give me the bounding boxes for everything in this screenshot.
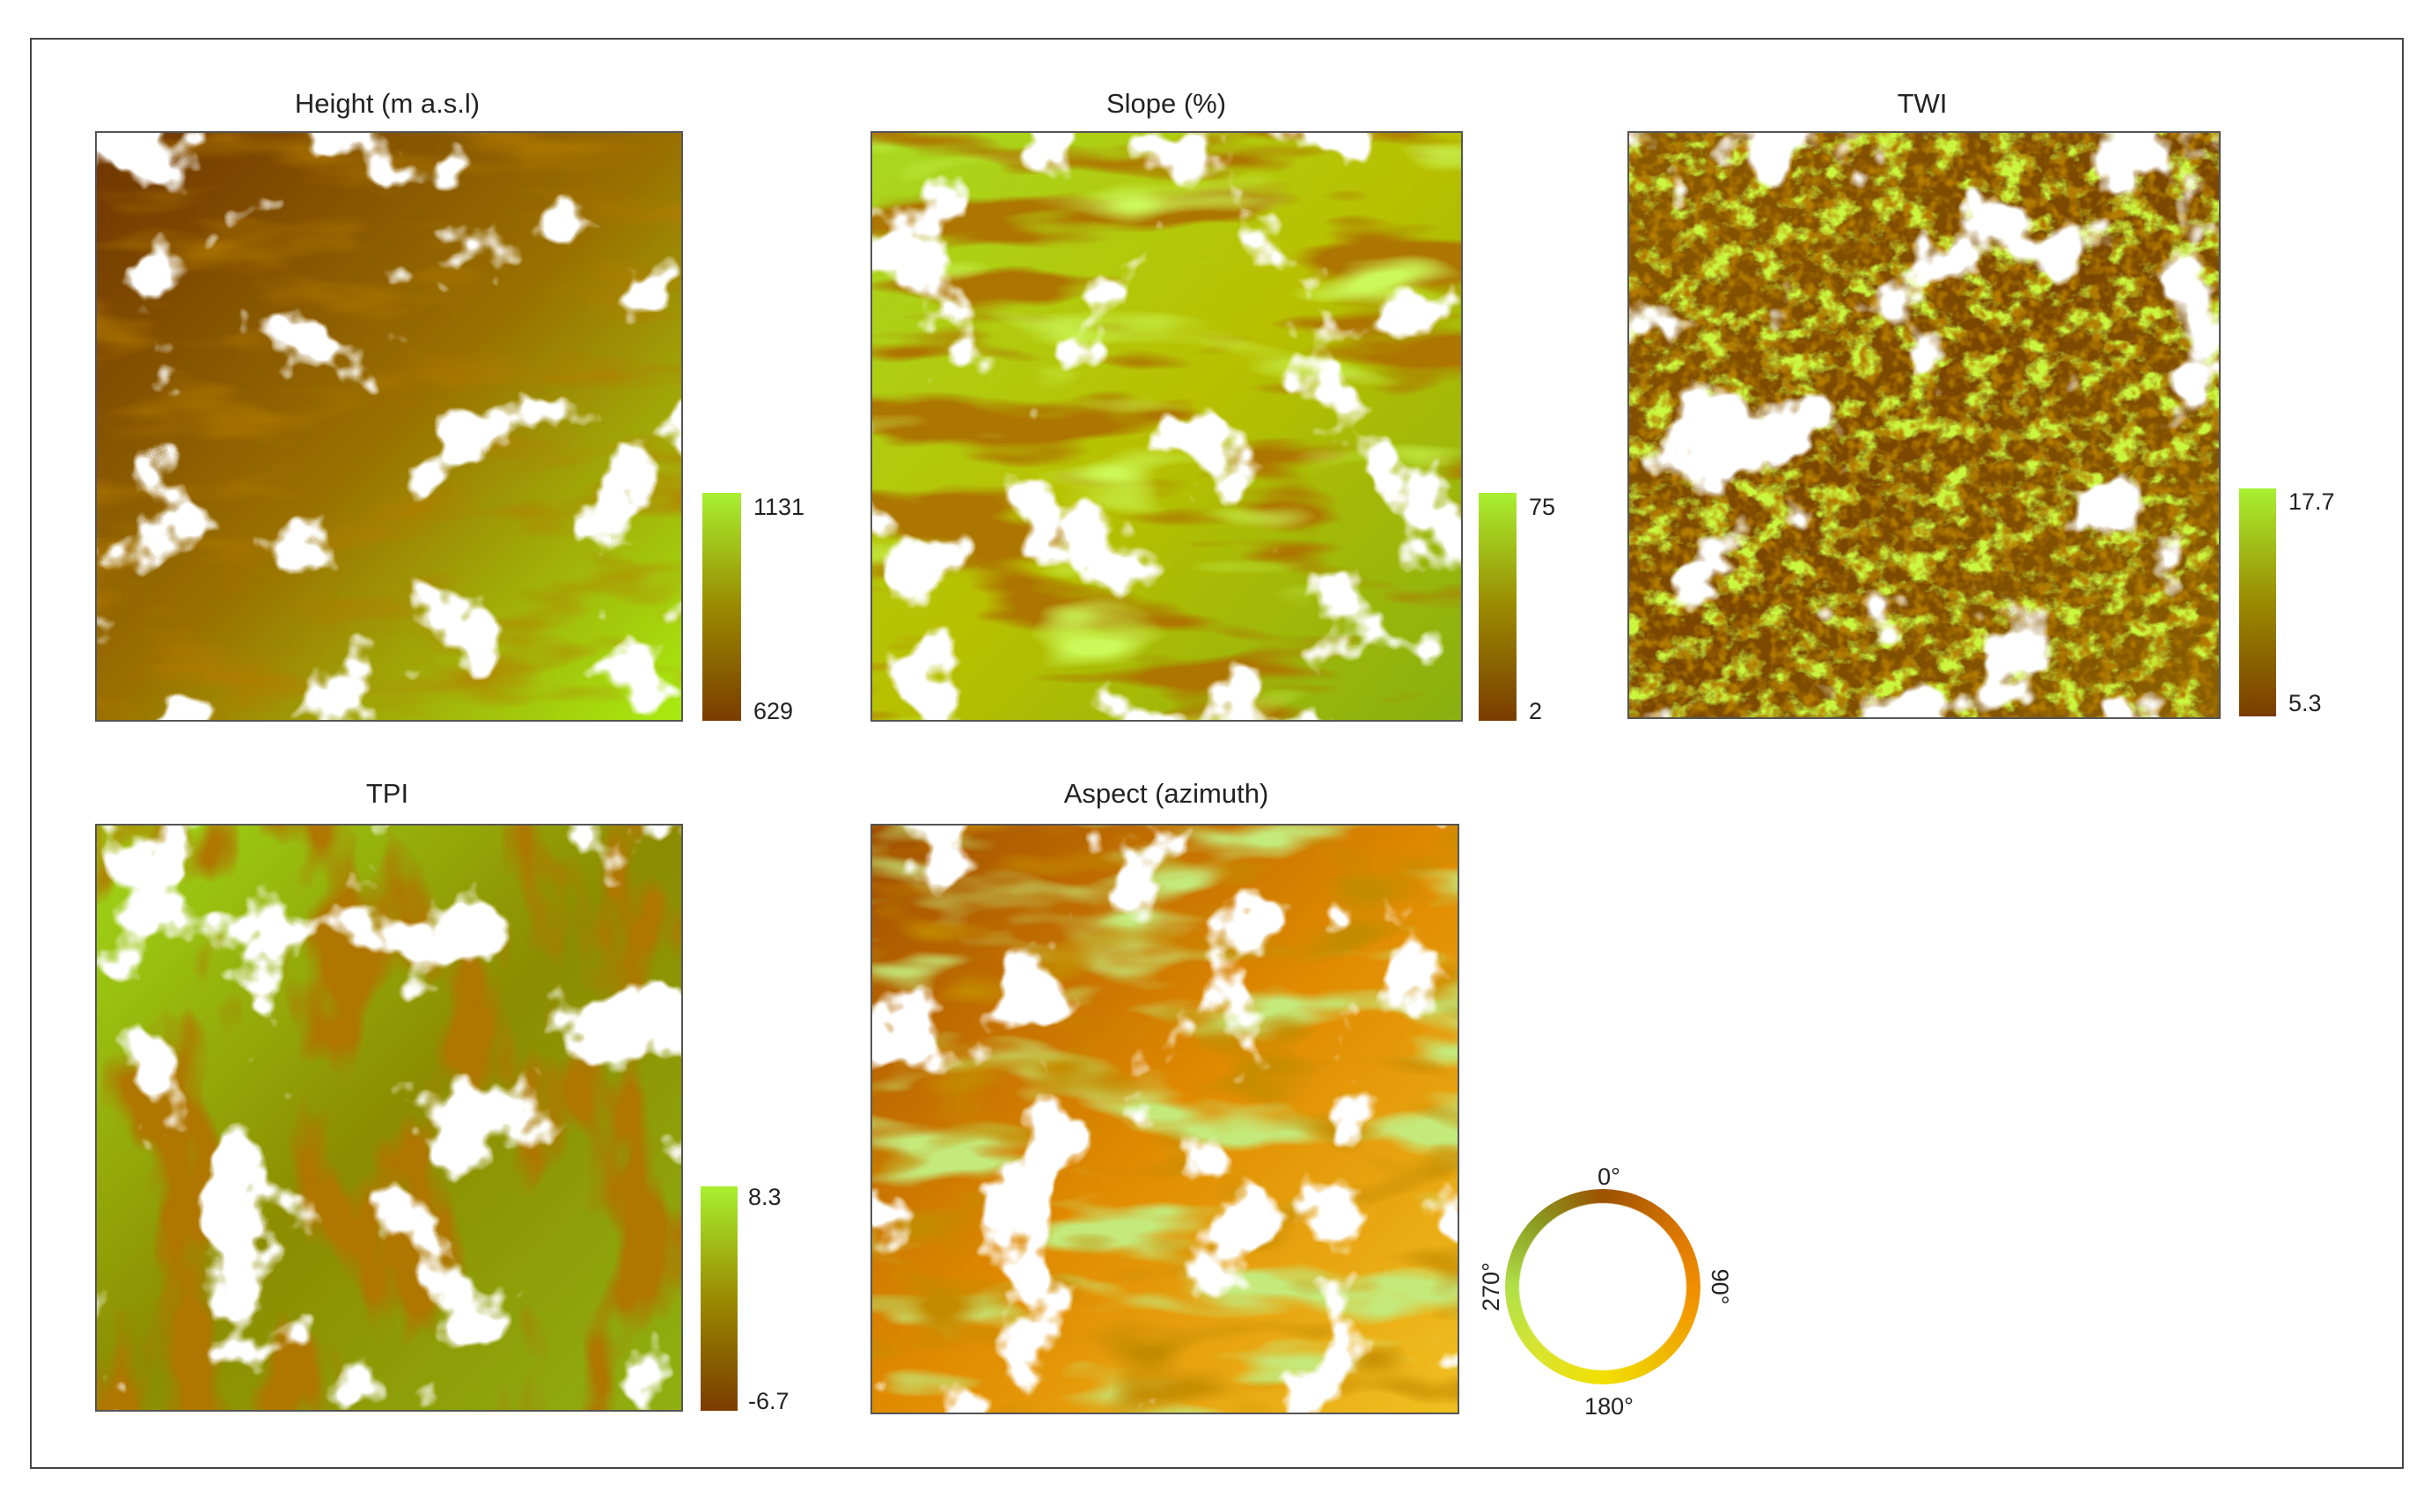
map-frame <box>1627 131 2221 719</box>
legend-max: 75 <box>1529 494 1555 520</box>
no-data-area <box>871 132 1462 721</box>
panel-title: TWI <box>1898 88 1948 119</box>
figure-border <box>30 38 2404 1469</box>
no-data-area <box>1628 132 2220 718</box>
legend-bar <box>702 493 741 721</box>
legend-bar <box>701 1186 738 1411</box>
no-data-area <box>96 132 682 721</box>
legend-bar <box>1479 493 1517 721</box>
legend-max: 1131 <box>753 494 804 520</box>
legend-max: 8.3 <box>748 1184 782 1210</box>
panel-title: TPI <box>366 778 408 809</box>
panel-title: Aspect (azimuth) <box>1064 778 1269 809</box>
aspect-east: 90° <box>1707 1269 1733 1305</box>
raster-map <box>96 132 682 721</box>
aspect-south: 180° <box>1584 1393 1634 1420</box>
panel-title: Height (m a.s.l) <box>295 88 480 119</box>
aspect-north: 0° <box>1597 1163 1620 1190</box>
legend-min: 2 <box>1529 698 1542 724</box>
raster-map <box>1628 132 2220 718</box>
map-frame <box>870 131 1463 722</box>
map-frame <box>870 824 1459 1414</box>
no-data-area <box>96 825 682 1411</box>
legend-min: 629 <box>753 698 793 724</box>
raster-map <box>871 825 1458 1413</box>
no-data-area <box>871 825 1458 1413</box>
aspect-west: 270° <box>1478 1262 1504 1311</box>
map-frame <box>95 824 683 1412</box>
raster-map <box>96 825 682 1411</box>
legend-max: 17.7 <box>2288 488 2335 515</box>
panel-title: Slope (%) <box>1106 88 1226 119</box>
legend-min: -6.7 <box>748 1388 790 1414</box>
legend-bar <box>2239 488 2276 716</box>
legend-min: 5.3 <box>2288 690 2322 716</box>
aspect-ring <box>1505 1189 1700 1384</box>
raster-map <box>871 132 1462 721</box>
map-frame <box>95 131 683 722</box>
